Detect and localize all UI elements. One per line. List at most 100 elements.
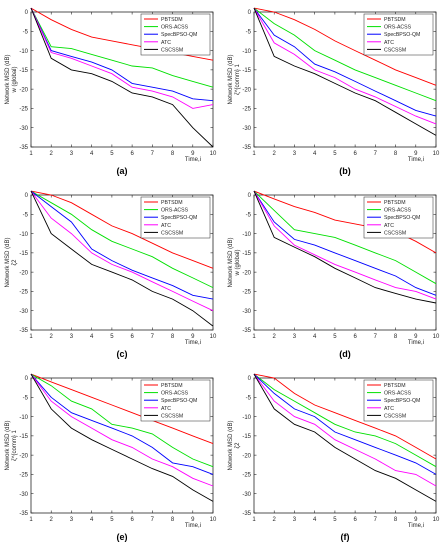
y-axis-label: Network MSD (dB) [5, 237, 11, 287]
x-tick-label: 4 [313, 334, 317, 340]
chart-panel-1: 0 -5 -10 -15 -20 -25 -30 -351 2 3 4 5 6 7 8 9 10 Time,i Ne… [5, 7, 217, 176]
x-tick-label: 8 [394, 517, 398, 523]
series-line-pbtsdm [30, 190, 214, 269]
panel-caption: (b) [339, 166, 351, 176]
y-tick-label: -15 [242, 434, 251, 440]
y-tick-label: -30 [242, 309, 251, 315]
y-tick-label: -10 [19, 232, 28, 238]
legend-label: PBTSDM [384, 200, 406, 206]
series-line-cscssm [30, 7, 214, 148]
series-line-specbpso-qm [253, 373, 437, 475]
y-tick-label: -25 [242, 290, 251, 296]
legend-label: SpecBPSO-QM [384, 398, 420, 404]
legend-label: CSCSSM [161, 230, 183, 236]
x-axis-label: Time,i [408, 340, 424, 346]
y-axis-sublabel: w (global) [12, 66, 18, 93]
series-line-specbpso-qm [253, 190, 437, 296]
legend-label: CSCSSM [161, 413, 183, 419]
series-line-cscssm [253, 7, 437, 136]
x-tick-label: 3 [70, 334, 74, 340]
y-tick-label: -5 [246, 29, 252, 35]
y-tick-label: -15 [19, 68, 28, 74]
y-axis-label: Network MSD (dB) [228, 237, 234, 287]
series-line-atc [253, 190, 437, 300]
x-tick-label: 6 [353, 334, 357, 340]
legend-label: ATC [384, 40, 394, 46]
chart-panel-3: 0 -5 -10 -15 -20 -25 -30 -351 2 3 4 5 6 7 8 9 10 Time,i Ne… [5, 190, 217, 359]
x-tick-label: 10 [210, 517, 217, 523]
x-tick-label: 1 [252, 334, 256, 340]
y-tick-label: -25 [19, 107, 28, 113]
x-tick-label: 10 [433, 334, 440, 340]
x-tick-label: 1 [29, 517, 33, 523]
legend-label: ATC [161, 223, 171, 229]
y-tick-label: -15 [242, 68, 251, 74]
x-tick-label: 9 [191, 151, 195, 157]
y-tick-label: -30 [242, 126, 251, 132]
legend-label: ORS-ACSS [161, 208, 189, 214]
legend-label: ATC [384, 223, 394, 229]
y-tick-label: -25 [242, 107, 251, 113]
y-tick-label: -10 [19, 49, 28, 55]
x-tick-label: 9 [191, 334, 195, 340]
y-tick-label: 0 [25, 193, 29, 199]
legend-label: PBTSDM [161, 17, 183, 23]
legend-label: PBTSDM [384, 17, 406, 23]
x-tick-label: 10 [433, 151, 440, 157]
y-tick-label: -35 [242, 328, 251, 334]
x-tick-label: 5 [110, 517, 114, 523]
y-tick-label: -35 [242, 511, 251, 517]
x-axis-label: Time,i [185, 523, 201, 529]
x-tick-label: 9 [191, 517, 195, 523]
x-tick-label: 8 [394, 334, 398, 340]
x-tick-label: 1 [252, 151, 256, 157]
x-tick-label: 2 [273, 334, 277, 340]
y-tick-label: -20 [242, 87, 251, 93]
x-tick-label: 3 [70, 517, 74, 523]
x-axis-label: Time,i [185, 340, 201, 346]
y-tick-label: -10 [242, 415, 251, 421]
legend-box [140, 379, 211, 422]
y-tick-label: -30 [19, 126, 28, 132]
series-line-specbpso-qm [253, 7, 437, 117]
chart-panel-4: 0 -5 -10 -15 -20 -25 -30 -351 2 3 4 5 6 7 8 9 10 Time,i Ne… [228, 190, 440, 359]
series-line-ors-acss [253, 190, 437, 285]
y-tick-label: 0 [25, 10, 29, 16]
y-tick-label: -35 [19, 511, 28, 517]
series-line-cscssm [30, 373, 214, 502]
panel-caption: (a) [117, 166, 128, 176]
series-line-ors-acss [30, 7, 214, 88]
x-tick-label: 3 [70, 151, 74, 157]
y-tick-label: -15 [19, 251, 28, 257]
y-tick-label: -25 [19, 473, 28, 479]
chart-panel-6: 0 -5 -10 -15 -20 -25 -30 -351 2 3 4 5 6 7 8 9 10 Time,i Ne… [228, 373, 440, 542]
x-tick-label: 3 [293, 334, 297, 340]
series-line-specbpso-qm [30, 7, 214, 102]
x-tick-label: 4 [313, 517, 317, 523]
legend-label: ATC [161, 40, 171, 46]
y-tick-label: -5 [23, 212, 29, 218]
x-tick-label: 5 [333, 517, 337, 523]
y-tick-label: 0 [25, 376, 29, 382]
y-tick-label: -25 [242, 473, 251, 479]
y-axis-label: Network MSD (dB) [5, 54, 11, 104]
x-tick-label: 7 [151, 334, 155, 340]
legend-label: ORS-ACSS [384, 25, 412, 31]
legend-label: ORS-ACSS [384, 208, 412, 214]
x-tick-label: 4 [90, 151, 94, 157]
series-line-pbtsdm [30, 373, 214, 445]
legend-label: CSCSSM [384, 413, 406, 419]
x-tick-label: 9 [414, 151, 418, 157]
y-axis-sublabel: ζ2 [12, 259, 18, 266]
y-tick-label: -30 [19, 492, 28, 498]
legend-label: CSCSSM [384, 47, 406, 53]
series-line-atc [30, 7, 214, 109]
x-tick-label: 6 [130, 517, 134, 523]
series-line-ors-acss [253, 7, 437, 102]
y-axis-label: Network MSD (dB) [228, 54, 234, 104]
x-tick-label: 8 [394, 151, 398, 157]
y-tick-label: -20 [19, 87, 28, 93]
y-tick-label: -25 [19, 290, 28, 296]
legend-label: SpecBPSO-QM [161, 398, 197, 404]
